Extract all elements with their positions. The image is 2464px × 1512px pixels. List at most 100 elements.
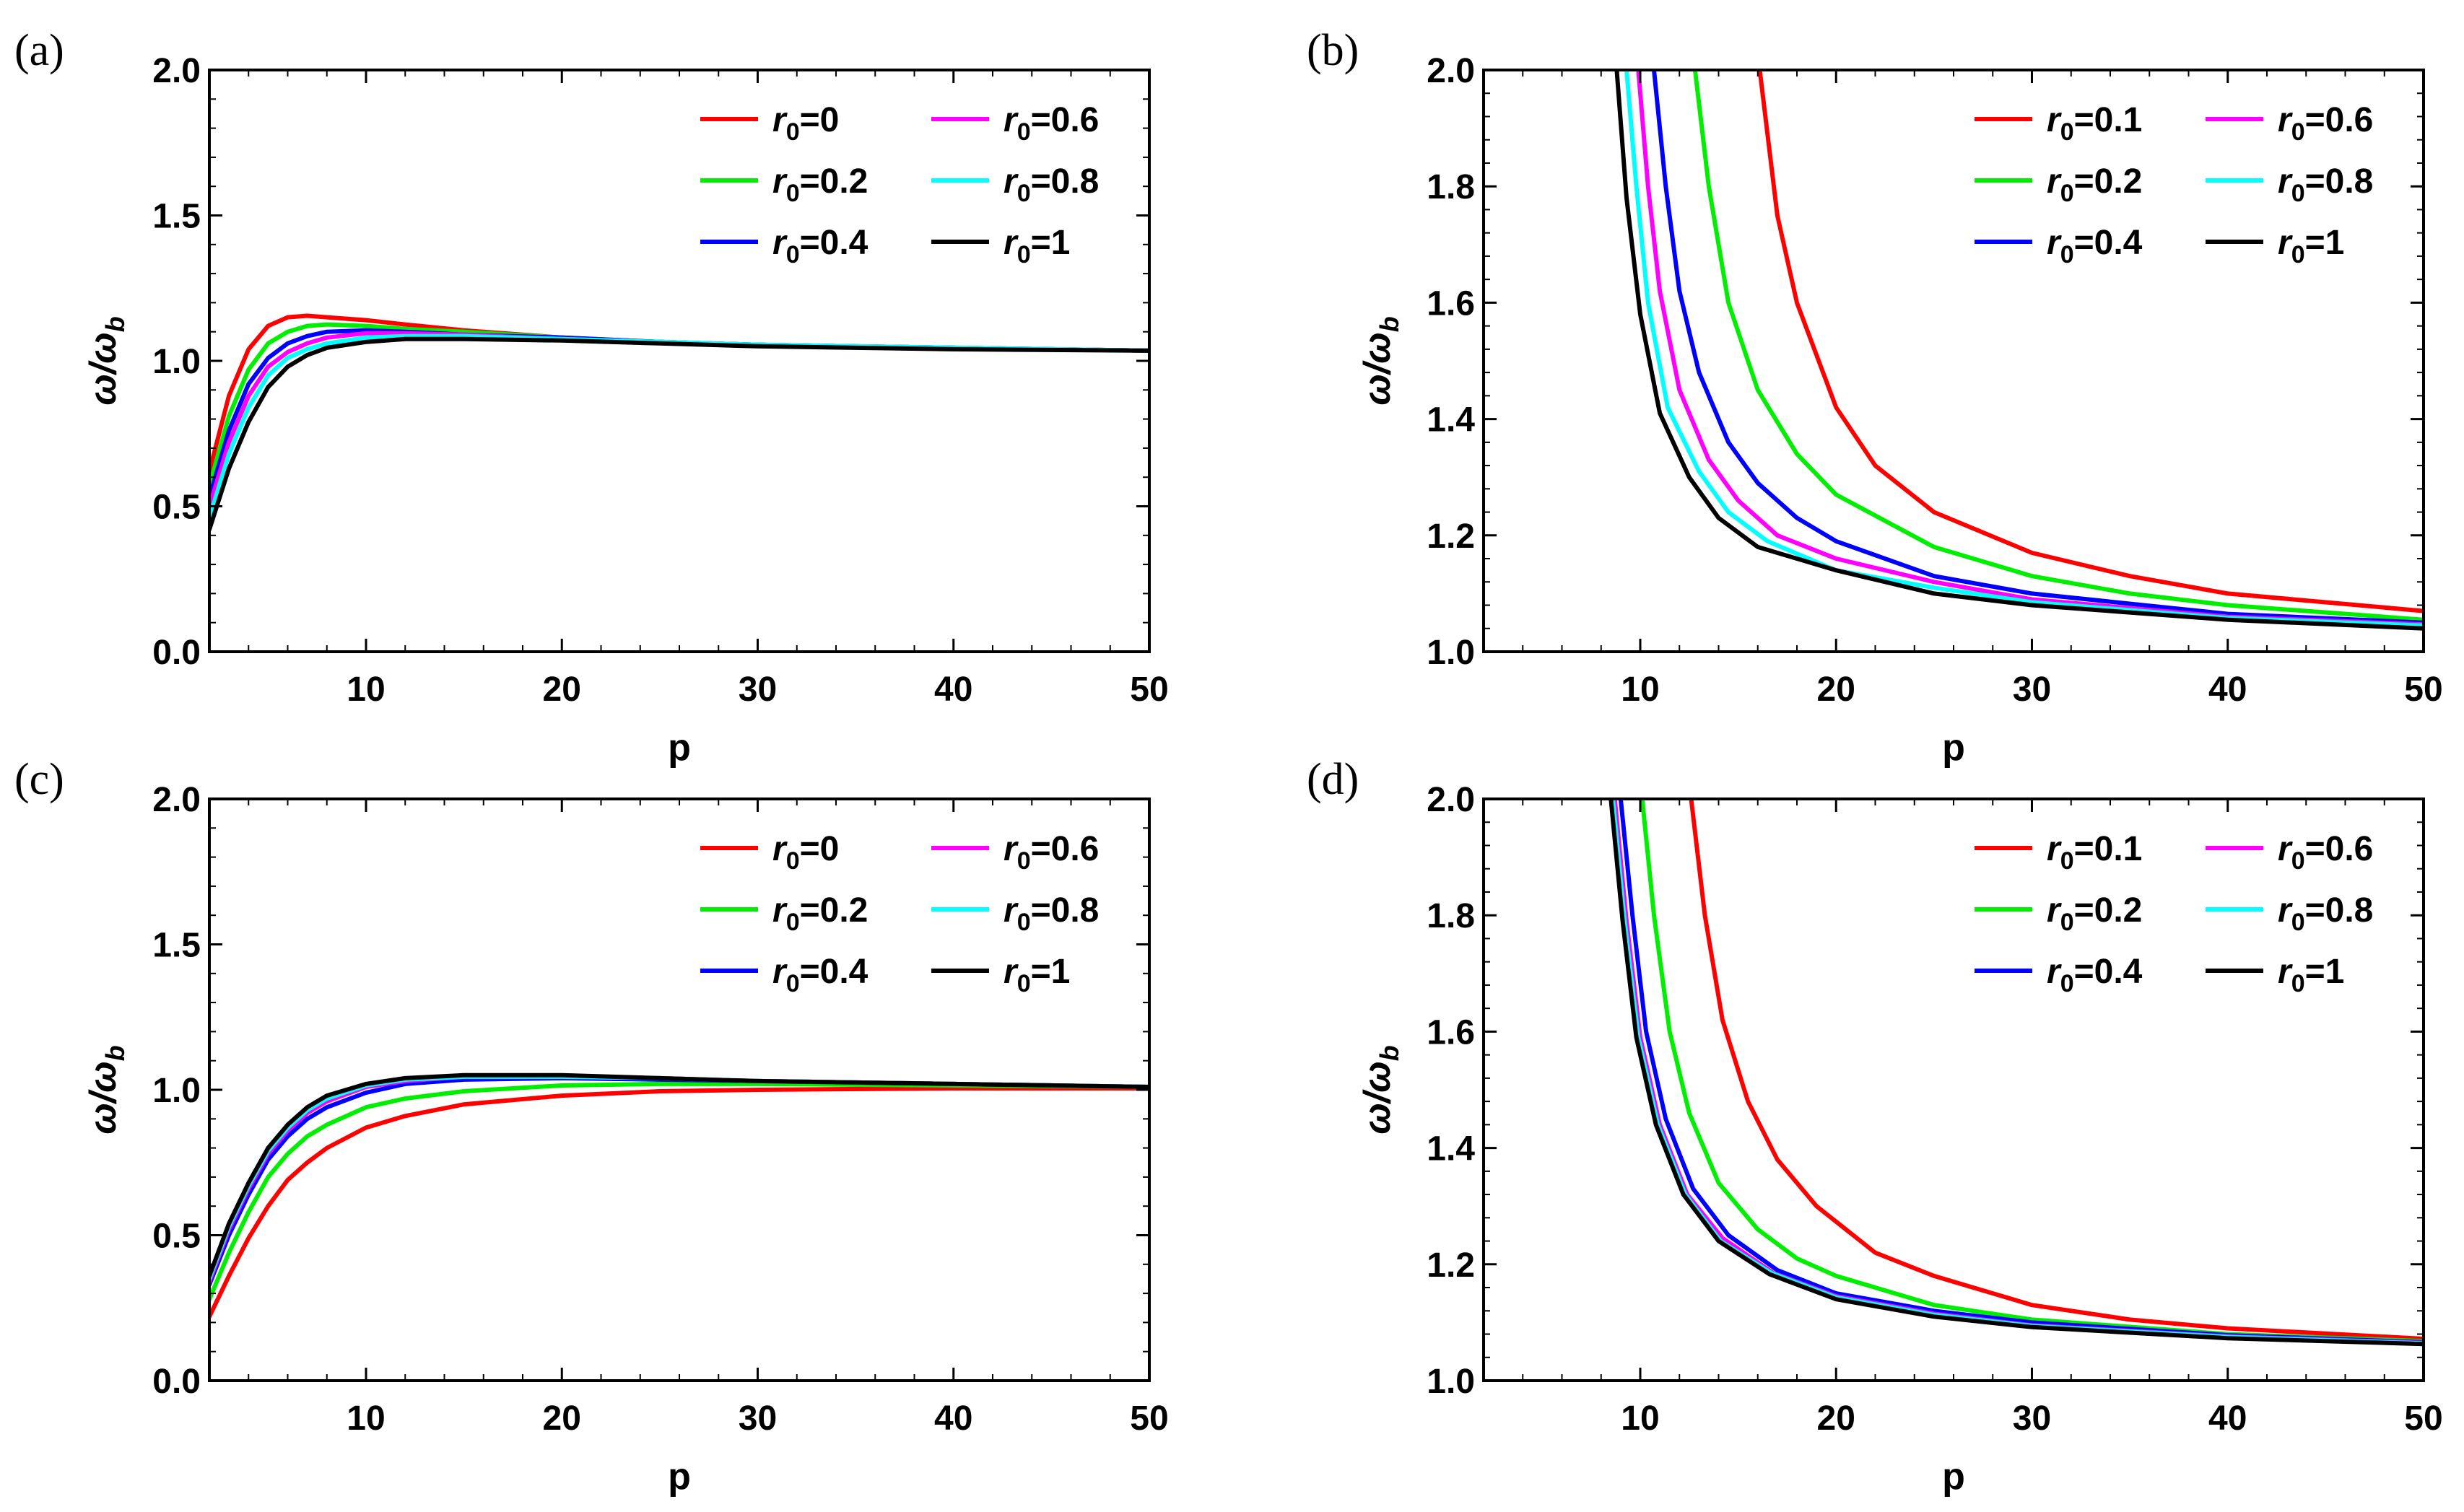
x-tick-label: 40 [934,1399,972,1438]
legend-label: r0=0.2 [772,891,868,936]
y-tick-label: 0.5 [152,1218,201,1256]
series-group [1608,799,2424,1347]
x-axis-label: p [668,1456,691,1498]
series-line-r0=1 [1608,799,2424,1347]
legend-label: r0=0.8 [1004,162,1099,207]
y-tick-label: 1.6 [1427,1013,1475,1052]
legend-label: r0=0.6 [1004,101,1099,146]
series-line-r0=1 [1614,70,2424,631]
y-axis-label: ω/ωb [82,1045,130,1134]
x-tick-label: 30 [739,1399,777,1438]
series-line-r0=0.4 [209,1075,1149,1287]
series-group [209,313,1149,532]
x-axis-label: p [1942,727,1965,769]
series-line-r0=0.6 [209,1074,1149,1284]
chart-panel-3: (d) 10 20 30 40 50 1.0 1.2 1.4 1.6 1.8 2.0 p ω/ωb r0=0… [1307,755,2443,1498]
x-tick-label: 50 [2404,1399,2442,1438]
legend-label: r0=0.8 [1004,891,1099,936]
panel-label: (a) [14,26,64,75]
panel-label: (c) [14,755,64,804]
series-group [1614,70,2424,631]
y-axis-label: ω/ωb [1357,316,1404,405]
chart-panel-1: (b) 10 20 30 40 50 1.0 1.2 1.4 1.6 1.8 2.0 p ω/ωb r0=0… [1307,26,2443,769]
y-tick-label: 1.8 [1427,168,1475,206]
series-line-r0=0.2 [1640,799,2424,1344]
legend-label: r0=1 [2278,224,2344,268]
legend-label: r0=0.6 [2278,101,2373,146]
y-axis-label: ω/ωb [82,316,130,405]
series-line-r0=0.8 [209,333,1149,520]
legend-label: r0=0 [772,830,839,875]
x-tick-label: 40 [2208,670,2247,709]
series-line-r0=0.2 [1692,70,2424,622]
y-tick-label: 1.0 [1427,1363,1475,1401]
y-tick-label: 1.6 [1427,284,1475,323]
series-group [209,1072,1149,1319]
x-tick-label: 50 [1130,1399,1168,1438]
y-tick-label: 0.0 [152,634,201,672]
x-tick-label: 10 [1621,1399,1659,1438]
y-tick-label: 1.4 [1427,1130,1475,1168]
x-tick-label: 40 [2208,1399,2247,1438]
chart-panel-2: (c) 10 20 30 40 50 0.0 0.5 1.0 1.5 2.0 p ω/ωb r0=0 r0=… [14,755,1169,1498]
x-axis-label: p [668,727,691,769]
chart-panel-0: (a) 10 20 30 40 50 0.0 0.5 1.0 1.5 2.0 p ω/ωb r0=0 r0=… [14,26,1169,769]
legend-label: r0=1 [2278,953,2344,997]
series-line-r0=0.1 [1689,799,2424,1341]
y-tick-label: 1.0 [152,343,201,381]
y-tick-label: 0.5 [152,489,201,527]
panel-label: (d) [1307,755,1359,804]
series-line-r0=0 [209,1086,1149,1319]
legend-label: r0=0.8 [2278,891,2373,936]
x-tick-label: 50 [1130,670,1168,709]
plot-frame [208,69,1151,653]
y-tick-label: 1.5 [152,927,201,965]
legend-label: r0=0.6 [1004,830,1099,875]
series-line-r0=0.6 [1612,799,2424,1345]
legend-label: r0=0.2 [2047,891,2142,936]
x-tick-label: 30 [2013,670,2051,709]
series-line-r0=0.4 [1618,799,2424,1345]
series-line-r0=0.8 [1611,799,2424,1346]
x-tick-label: 20 [1817,670,1855,709]
legend-label: r0=0.4 [772,953,869,997]
series-line-r0=0.6 [209,331,1149,509]
x-tick-label: 20 [1817,1399,1855,1438]
x-tick-label: 10 [1621,670,1659,709]
y-tick-label: 2.0 [1427,52,1475,90]
legend-label: r0=0.4 [2047,953,2143,997]
legend-label: r0=0 [772,101,839,146]
y-tick-label: 1.8 [1427,897,1475,935]
y-tick-label: 2.0 [1427,781,1475,819]
legend-label: r0=1 [1004,224,1070,268]
y-tick-label: 1.0 [1427,634,1475,672]
series-line-r0=0.8 [1624,70,2424,628]
series-line-r0=0.1 [1757,70,2424,613]
series-line-r0=1 [209,1072,1149,1278]
legend-label: r0=0.2 [772,162,868,207]
legend-label: r0=0.6 [2278,830,2373,875]
legend-label: r0=1 [1004,953,1070,997]
x-tick-label: 40 [934,670,972,709]
y-tick-label: 1.0 [152,1072,201,1110]
series-line-r0=1 [209,336,1149,532]
y-tick-label: 2.0 [152,781,201,819]
x-tick-label: 30 [739,670,777,709]
series-line-r0=0.4 [1652,70,2424,625]
y-tick-label: 1.2 [1427,1246,1475,1285]
legend-label: r0=0.1 [2047,830,2142,875]
y-tick-label: 1.5 [152,198,201,236]
series-line-r0=0.6 [1636,70,2424,627]
legend-label: r0=0.2 [2047,162,2142,207]
x-tick-label: 10 [347,1399,385,1438]
x-tick-label: 30 [2013,1399,2051,1438]
x-tick-label: 50 [2404,670,2442,709]
legend-label: r0=0.4 [772,224,869,268]
y-tick-label: 0.0 [152,1363,201,1401]
series-line-r0=0.8 [209,1074,1149,1281]
legend-label: r0=0.8 [2278,162,2373,207]
series-line-r0=0.4 [209,328,1149,500]
legend-label: r0=0.1 [2047,101,2142,146]
y-tick-label: 1.4 [1427,401,1475,440]
